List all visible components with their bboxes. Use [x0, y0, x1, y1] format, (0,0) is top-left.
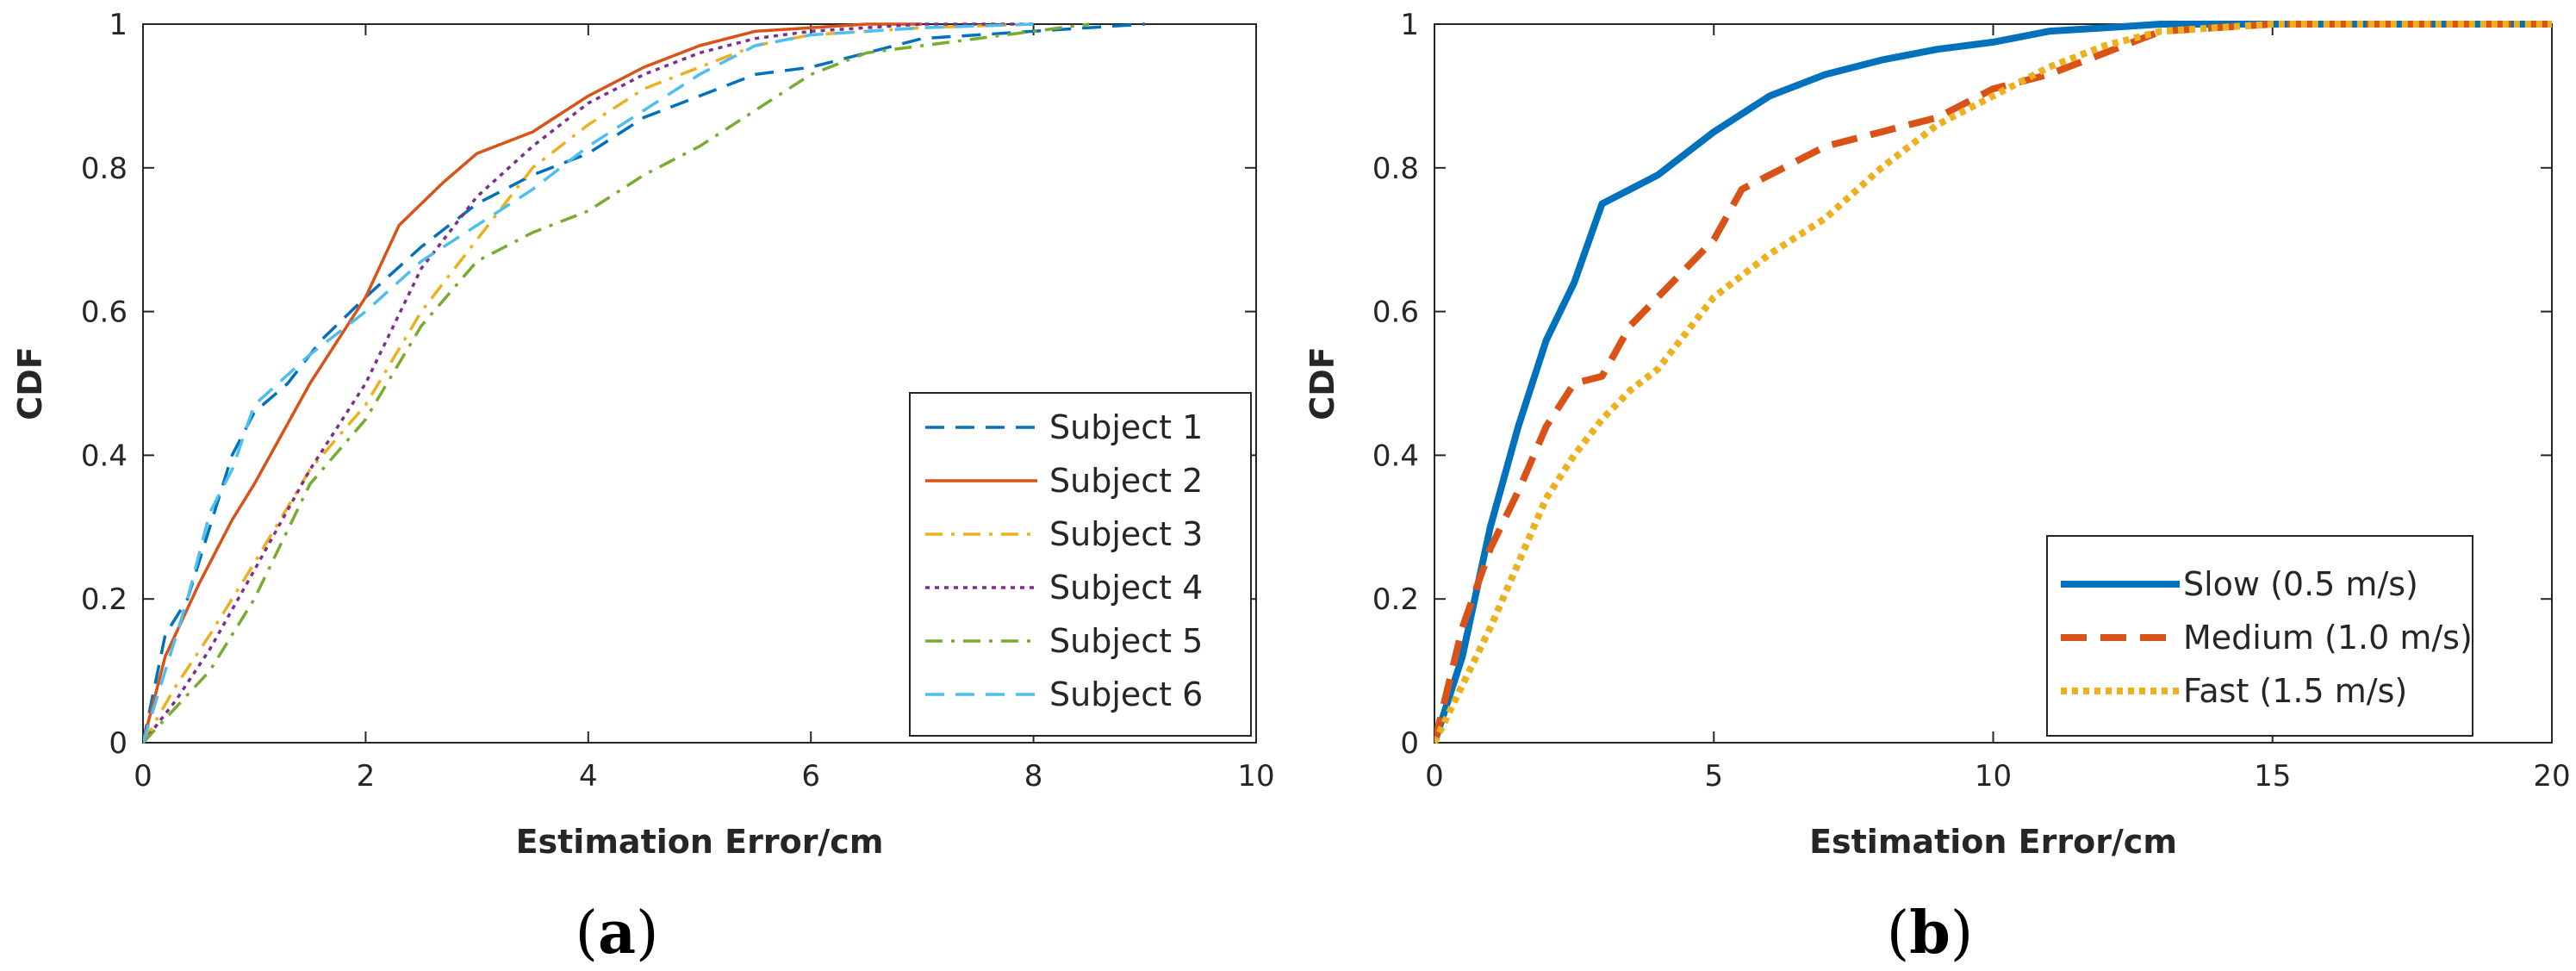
x-tick-label: 5 — [1704, 759, 1723, 794]
x-tick-label: 0 — [1425, 759, 1444, 794]
legend-label-2: Medium (1.0 m/s) — [2183, 619, 2473, 657]
series-line-6 — [143, 22, 1034, 744]
x-tick-label: 10 — [1237, 759, 1274, 794]
x-tick-label: 2 — [357, 759, 376, 794]
y-axis-label: CDF — [11, 346, 49, 420]
y-tick-label: 1 — [1400, 8, 1419, 42]
y-tick-label: 0.4 — [1372, 439, 1419, 473]
y-tick-label: 0.6 — [1372, 296, 1419, 330]
legend-label-5: Subject 5 — [1049, 622, 1203, 660]
x-tick-label: 20 — [2533, 759, 2570, 794]
series-line-4 — [143, 22, 1034, 744]
x-tick-label: 8 — [1024, 759, 1043, 794]
x-tick-label: 10 — [1975, 759, 2012, 794]
x-tick-label: 4 — [579, 759, 598, 794]
y-tick-label: 0.2 — [1372, 582, 1419, 617]
x-tick-label: 6 — [801, 759, 820, 794]
legend-label-2: Subject 2 — [1049, 462, 1203, 500]
panel-letter: b — [1909, 899, 1951, 968]
legend-box — [909, 392, 1252, 737]
series-line-1 — [1434, 21, 2552, 744]
panel-paren-close: ) — [1951, 899, 1974, 968]
legend-label-1: Slow (0.5 m/s) — [2183, 565, 2418, 603]
legend-label-3: Subject 3 — [1049, 515, 1203, 553]
series-line-3 — [1434, 21, 2552, 744]
y-tick-label: 0 — [109, 726, 128, 761]
panel-paren-open: ( — [575, 899, 598, 968]
legend-label-3: Fast (1.5 m/s) — [2183, 672, 2407, 710]
x-axis-label: Estimation Error/cm — [1809, 823, 2177, 861]
series-line-5 — [143, 22, 1090, 744]
panel-letter: a — [598, 899, 636, 968]
legend-label-1: Subject 1 — [1049, 408, 1203, 446]
panel-label: (a) — [575, 899, 658, 968]
chart-a: 0 2 4 6 8 10 0 0.2 0.4 0.6 0.8 1 Estimation Error/cm… — [11, 8, 1275, 968]
y-tick-label: 1 — [109, 8, 128, 42]
series-line-3 — [143, 22, 1034, 744]
y-tick-label: 0.6 — [81, 296, 128, 330]
chart-b: 0 5 10 15 20 0 0.2 0.4 0.6 0.8 1 Estimation Error/c… — [1304, 8, 2571, 968]
y-axis-label: CDF — [1304, 346, 1341, 420]
y-tick-label: 0 — [1400, 726, 1419, 761]
series-line-2 — [1434, 21, 2552, 744]
x-tick-label: 15 — [2254, 759, 2291, 794]
x-axis-label: Estimation Error/cm — [516, 823, 884, 861]
y-tick-label: 0.4 — [81, 439, 128, 473]
panel-label: (b) — [1887, 899, 1974, 968]
legend-label-6: Subject 6 — [1049, 675, 1203, 713]
panel-paren-open: ( — [1887, 899, 1910, 968]
panel-paren-close: ) — [636, 899, 659, 968]
series-line-2 — [143, 22, 923, 744]
y-tick-label: 0.8 — [1372, 152, 1419, 186]
legend-label-4: Subject 4 — [1049, 569, 1203, 607]
x-tick-label: 0 — [134, 759, 152, 794]
series-line-1 — [143, 22, 1145, 744]
y-tick-label: 0.2 — [81, 582, 128, 617]
y-tick-label: 0.8 — [81, 152, 128, 186]
